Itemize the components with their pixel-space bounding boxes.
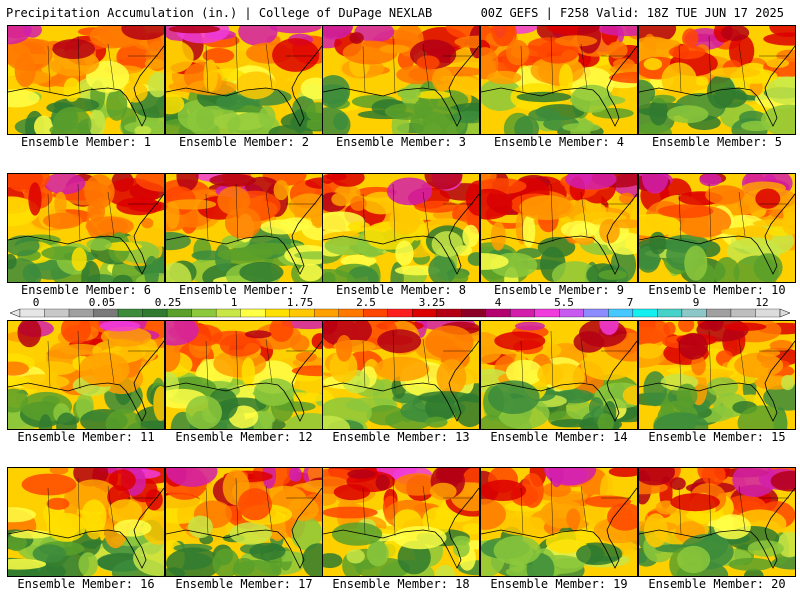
legend-swatch xyxy=(240,308,266,318)
legend-swatch xyxy=(706,308,732,318)
legend-swatch xyxy=(755,308,781,318)
ensemble-map-15 xyxy=(638,320,796,430)
legend-swatch xyxy=(289,308,315,318)
legend-swatch xyxy=(215,308,241,318)
legend-swatch xyxy=(117,308,143,318)
ensemble-map-11 xyxy=(7,320,165,430)
ensemble-member-label: Ensemble Member: 6 xyxy=(20,283,152,297)
ensemble-member-label: Ensemble Member: 15 xyxy=(648,430,786,444)
ensemble-map-16 xyxy=(7,467,165,577)
ensemble-map-9 xyxy=(480,173,638,283)
legend-swatch xyxy=(510,308,535,318)
legend-swatch xyxy=(363,308,388,318)
legend-tick-label: 9 xyxy=(692,296,700,309)
ensemble-map-13 xyxy=(322,320,480,430)
legend-swatch xyxy=(166,308,192,318)
legend-tick-label: 3.25 xyxy=(418,296,446,309)
ensemble-member-label: Ensemble Member: 12 xyxy=(175,430,313,444)
legend-swatch xyxy=(191,308,217,318)
ensemble-map-4 xyxy=(480,25,638,135)
legend-tick-label: 0.25 xyxy=(154,296,182,309)
ensemble-member-label: Ensemble Member: 9 xyxy=(493,283,625,297)
legend-swatch xyxy=(485,308,511,318)
ensemble-map-12 xyxy=(165,320,323,430)
legend-tick-label: 1 xyxy=(230,296,238,309)
legend-arrow-right xyxy=(779,308,790,318)
ensemble-member-label: Ensemble Member: 8 xyxy=(335,283,467,297)
color-legend: 0 0.05 0.25 1 1.75 2.5 3.25 4 5.5 7 9 12 xyxy=(0,296,800,318)
header: Precipitation Accumulation (in.) | Colle… xyxy=(0,0,800,22)
ensemble-member-label: Ensemble Member: 11 xyxy=(17,430,155,444)
ensemble-map-17 xyxy=(165,467,323,577)
ensemble-member-label: Ensemble Member: 2 xyxy=(178,135,310,149)
ensemble-map-5 xyxy=(638,25,796,135)
legend-swatch xyxy=(534,308,560,318)
ensemble-member-label: Ensemble Member: 10 xyxy=(648,283,786,297)
ensemble-member-label: Ensemble Member: 3 xyxy=(335,135,467,149)
legend-swatch xyxy=(19,308,45,318)
legend-swatch xyxy=(608,308,634,318)
legend-tick-label: 2.5 xyxy=(356,296,376,309)
legend-swatch xyxy=(265,308,290,318)
legend-tick-label: 5.5 xyxy=(554,296,574,309)
ensemble-member-label: Ensemble Member: 16 xyxy=(17,577,155,591)
legend-swatch xyxy=(68,308,94,318)
ensemble-member-label: Ensemble Member: 1 xyxy=(20,135,152,149)
legend-swatch xyxy=(461,308,486,318)
ensemble-map-7 xyxy=(165,173,323,283)
ensemble-member-label: Ensemble Member: 13 xyxy=(332,430,470,444)
legend-swatch xyxy=(730,308,756,318)
legend-tick-label: 0 xyxy=(32,296,40,309)
ensemble-map-6 xyxy=(7,173,165,283)
legend-swatch xyxy=(314,308,339,318)
legend-swatch xyxy=(44,308,70,318)
legend-tick-label: 0.05 xyxy=(88,296,116,309)
chart-title: Precipitation Accumulation (in.) | Colle… xyxy=(6,6,433,20)
ensemble-member-label: Ensemble Member: 17 xyxy=(175,577,313,591)
legend-tick-label: 1.75 xyxy=(286,296,314,309)
legend-swatch xyxy=(681,308,707,318)
legend-swatch xyxy=(338,308,364,318)
legend-color-bar xyxy=(10,308,790,318)
legend-swatch xyxy=(632,308,658,318)
ensemble-member-label: Ensemble Member: 14 xyxy=(490,430,628,444)
legend-tick-label: 12 xyxy=(755,296,769,309)
ensemble-member-label: Ensemble Member: 4 xyxy=(493,135,625,149)
legend-swatch xyxy=(412,308,437,318)
legend-swatch xyxy=(142,308,168,318)
legend-tick-label: 4 xyxy=(494,296,502,309)
legend-arrow-left xyxy=(10,308,21,318)
ensemble-map-18 xyxy=(322,467,480,577)
ensemble-member-label: Ensemble Member: 18 xyxy=(332,577,470,591)
ensemble-member-label: Ensemble Member: 7 xyxy=(178,283,310,297)
ensemble-map-3 xyxy=(322,25,480,135)
ensemble-member-label: Ensemble Member: 5 xyxy=(651,135,783,149)
ensemble-map-19 xyxy=(480,467,638,577)
ensemble-map-2 xyxy=(165,25,323,135)
ensemble-map-1 xyxy=(7,25,165,135)
ensemble-map-20 xyxy=(638,467,796,577)
legend-swatch xyxy=(657,308,683,318)
ensemble-map-8 xyxy=(322,173,480,283)
legend-swatch xyxy=(436,308,462,318)
ensemble-member-label: Ensemble Member: 20 xyxy=(648,577,786,591)
ensemble-map-14 xyxy=(480,320,638,430)
valid-time: 00Z GEFS | F258 Valid: 18Z TUE JUN 17 20… xyxy=(480,6,784,20)
legend-swatch xyxy=(583,308,609,318)
ensemble-map-10 xyxy=(638,173,796,283)
legend-swatch xyxy=(559,308,585,318)
legend-swatch xyxy=(387,308,413,318)
ensemble-member-label: Ensemble Member: 19 xyxy=(490,577,628,591)
legend-tick-label: 7 xyxy=(626,296,634,309)
legend-swatch xyxy=(93,308,119,318)
